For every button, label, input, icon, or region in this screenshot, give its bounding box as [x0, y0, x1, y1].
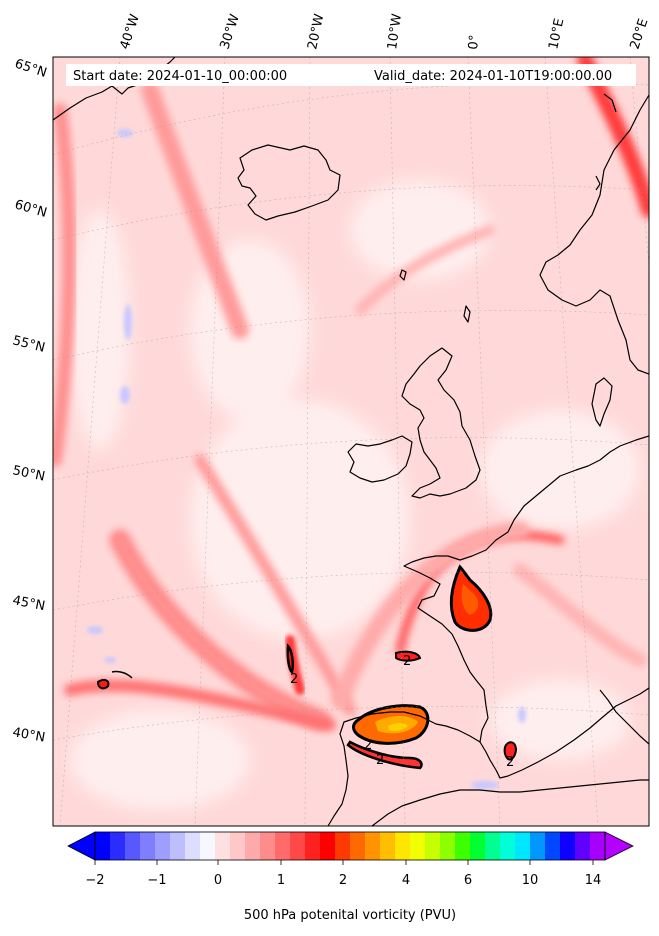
- colorbar-cell: [260, 832, 276, 860]
- colorbar-cell: [140, 832, 156, 860]
- colorbar-cell: [365, 832, 381, 860]
- colorbar-title: 500 hPa potenital vorticity (PVU): [244, 908, 456, 923]
- colorbar-cell: [515, 832, 531, 860]
- lon-label-20e: 20°E: [628, 17, 652, 51]
- colorbar-cell: [245, 832, 261, 860]
- lat-label-60n: 60°N: [13, 197, 49, 220]
- lat-label-65n: 65°N: [13, 57, 49, 81]
- italy-coastline: [599, 689, 649, 745]
- lon-label-40w: 40°W: [118, 12, 143, 51]
- cb-tick-4: 4: [402, 873, 410, 888]
- cb-tick-6: 6: [464, 873, 472, 888]
- cb-tick-10: 10: [522, 873, 539, 888]
- cb-tick-2: 2: [339, 873, 347, 888]
- scandinavia-coastline: [539, 94, 649, 375]
- colorbar-cell: [185, 832, 201, 860]
- colorbar-cell: [305, 832, 321, 860]
- pv-field: [53, 57, 649, 826]
- header-box: [66, 64, 636, 86]
- contour-label-iberia-north: 2: [364, 738, 372, 753]
- longitude-labels: 40°W 30°W 20°W 10°W 0° 10°E 20°E: [118, 12, 652, 51]
- colorbar-cell: [530, 832, 546, 860]
- colorbar-cells: [95, 832, 606, 860]
- colorbar-cell: [500, 832, 516, 860]
- contour-label-iberia-south: 2: [376, 753, 384, 768]
- colorbar-cell: [425, 832, 441, 860]
- lon-label-10w: 10°W: [385, 13, 405, 51]
- lat-label-45n: 45°N: [11, 593, 46, 614]
- atlantic-pv-core: [286, 643, 295, 675]
- colorbar-cell: [110, 832, 126, 860]
- colorbar-cell: [590, 832, 606, 860]
- colorbar-cell: [440, 832, 456, 860]
- lon-label-0: 0°: [466, 34, 482, 50]
- colorbar-cell: [125, 832, 141, 860]
- contour-label-balearic: 2: [506, 755, 514, 770]
- faroe-coastline: [399, 269, 407, 281]
- cb-tick-1: 1: [277, 873, 285, 888]
- lat-label-40n: 40°N: [11, 725, 46, 745]
- colorbar-cell: [170, 832, 186, 860]
- colorbar-cell: [485, 832, 501, 860]
- europe-continent-coastline: [403, 435, 649, 779]
- cb-tick-0: 0: [214, 873, 222, 888]
- lat-label-55n: 55°N: [11, 333, 46, 355]
- cb-tick-m1: −1: [147, 873, 166, 888]
- west-pv-core: [96, 678, 110, 690]
- latitude-labels: 65°N 60°N 55°N 50°N 45°N 40°N: [11, 57, 49, 746]
- coastlines: [53, 57, 649, 826]
- iberia-pv-band: [346, 740, 423, 770]
- colorbar-extend-low: [67, 831, 96, 861]
- colorbar-cell: [335, 832, 351, 860]
- iberia-coastline: [327, 711, 481, 826]
- colorbar-cell: [230, 832, 246, 860]
- lon-label-30w: 30°W: [218, 12, 243, 51]
- colorbar-cell: [200, 832, 216, 860]
- colorbar-cell: [380, 832, 396, 860]
- colorbar-cell: [560, 832, 576, 860]
- lat-label-50n: 50°N: [11, 463, 46, 484]
- colorbar-cell: [275, 832, 291, 860]
- colorbar-extend-high: [604, 831, 634, 861]
- uk-coastline: [401, 347, 481, 499]
- start-date-label: Start date: 2024-01-10_00:00:00: [73, 69, 287, 84]
- colorbar-cell: [350, 832, 366, 860]
- colorbar-cell: [290, 832, 306, 860]
- africa-coastline: [371, 779, 649, 826]
- shetland-coastline: [463, 305, 471, 323]
- colorbar-cell: [95, 832, 111, 860]
- map-frame: [52, 56, 650, 827]
- contour-label-atlantic: 2: [290, 672, 298, 687]
- denmark-coastline: [591, 377, 613, 427]
- colorbar-tick-labels: −2 −1 0 1 2 4 6 10 14: [85, 873, 601, 888]
- ireland-coastline: [347, 435, 413, 483]
- valid-date-label: Valid_date: 2024-01-10T19:00:00.00: [374, 69, 612, 84]
- colorbar-cell: [215, 832, 231, 860]
- pv-cores: [96, 564, 518, 770]
- contour-label-biscay: 2: [403, 654, 411, 669]
- colorbar-cell: [545, 832, 561, 860]
- colorbar-cell: [395, 832, 411, 860]
- cb-tick-m2: −2: [85, 873, 104, 888]
- colorbar-cell: [155, 832, 171, 860]
- colorbar-cell: [470, 832, 486, 860]
- colorbar: −2 −1 0 1 2 4 6 10 14 500 hPa potenital …: [67, 831, 634, 923]
- colorbar-ticks: [94, 860, 594, 865]
- pv-blue-patches: [87, 129, 526, 789]
- colorbar-outline: [94, 831, 606, 861]
- lon-label-10e: 10°E: [546, 17, 567, 51]
- balearic-pv-core: [503, 741, 518, 761]
- cb-tick-14: 14: [585, 873, 602, 888]
- contour-labels: 2 2 2 2 2: [290, 654, 514, 770]
- colorbar-cell: [410, 832, 426, 860]
- lon-label-20w: 20°W: [305, 12, 327, 50]
- colorbar-cell: [455, 832, 471, 860]
- iceland-coastline: [237, 144, 341, 221]
- colorbar-cell: [320, 832, 336, 860]
- colorbar-cell: [575, 832, 591, 860]
